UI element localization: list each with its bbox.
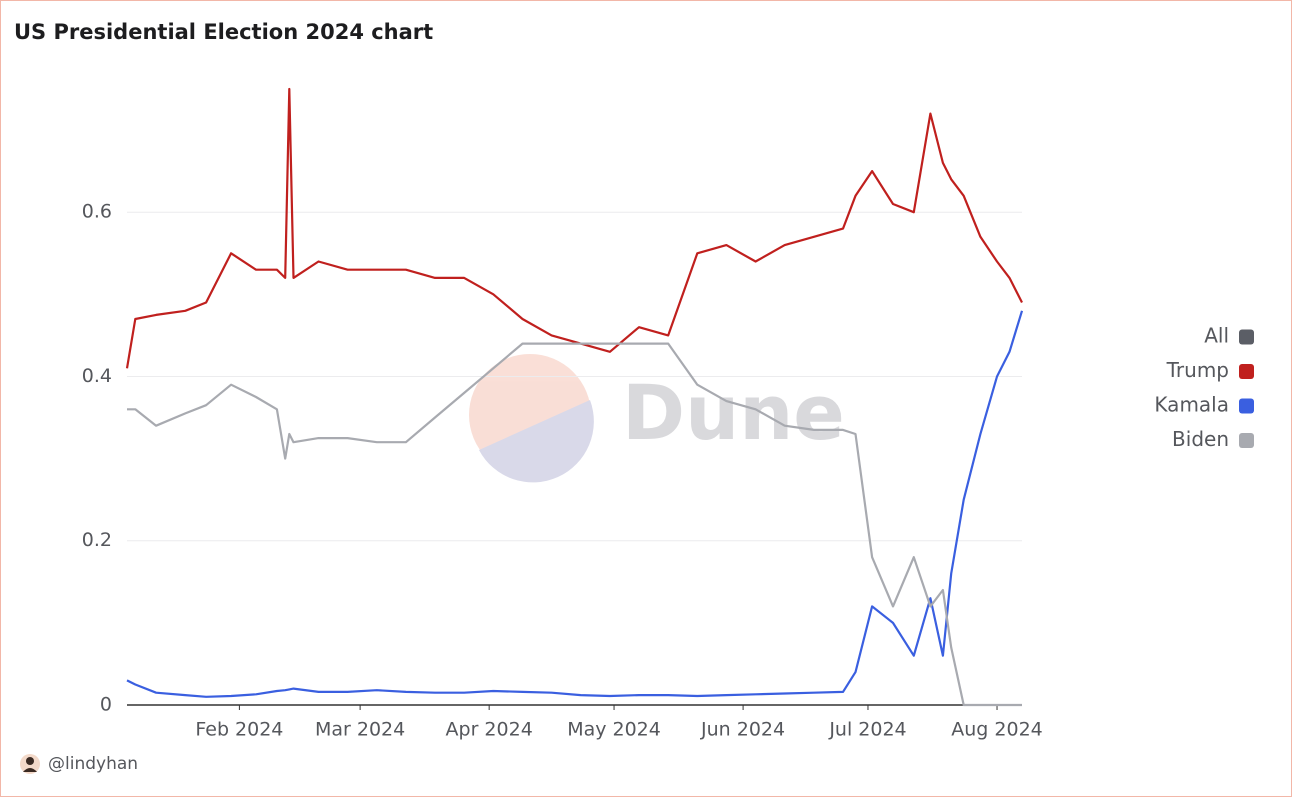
- x-tick-label: Apr 2024: [446, 719, 533, 741]
- x-tick-label: Jul 2024: [828, 719, 906, 741]
- x-tick-label: Mar 2024: [315, 719, 405, 741]
- x-tick-label: Jun 2024: [700, 719, 785, 741]
- legend-swatch: [1239, 433, 1254, 448]
- avatar: [20, 754, 40, 774]
- x-tick-label: Aug 2024: [951, 719, 1043, 741]
- footer: @lindyhan: [48, 754, 138, 774]
- legend-label: All: [1204, 324, 1229, 348]
- series-line: [125, 87, 1023, 369]
- y-tick-label: 0.4: [82, 365, 112, 387]
- legend-swatch: [1239, 398, 1254, 414]
- legend-label: Trump: [1166, 358, 1229, 382]
- legend-label: Kamala: [1154, 393, 1229, 417]
- y-tick-label: 0.2: [82, 529, 112, 551]
- legend-swatch: [1239, 329, 1254, 345]
- watermark: Dune: [622, 368, 845, 457]
- watermark-logo: [469, 354, 594, 483]
- y-tick-label: 0: [100, 694, 112, 716]
- x-tick-label: May 2024: [567, 719, 661, 741]
- legend-swatch: [1239, 364, 1254, 379]
- chart-title: US Presidential Election 2024 chart: [14, 20, 433, 44]
- x-tick-label: Feb 2024: [195, 719, 283, 741]
- series-line: [127, 342, 1022, 707]
- legend-label: Biden: [1172, 427, 1229, 451]
- y-tick-label: 0.6: [82, 201, 112, 223]
- series-line: [126, 310, 1024, 698]
